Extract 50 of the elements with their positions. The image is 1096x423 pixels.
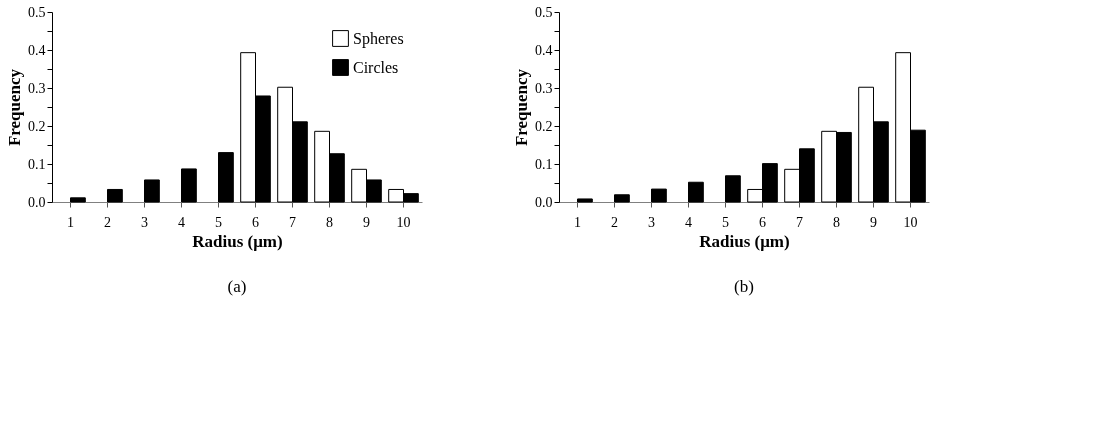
- bar: [218, 152, 234, 203]
- x-tick-label: 9: [363, 214, 370, 230]
- x-tick-label: 10: [396, 214, 411, 230]
- bar: [725, 175, 741, 203]
- y-tick-label: 0.1: [28, 156, 46, 172]
- y-tick-label: 0.0: [535, 194, 553, 210]
- y-tick-label: 0.4: [535, 42, 553, 58]
- y-tick-label: 0.3: [535, 80, 553, 96]
- text: (b): [734, 277, 754, 296]
- x-tick-label: 7: [289, 214, 296, 230]
- x-tick-label: 6: [252, 214, 259, 230]
- y-tick-label: 0.2: [535, 118, 553, 134]
- y-tick-label: 0.0: [28, 194, 46, 210]
- x-tick-label: 2: [104, 214, 111, 230]
- bar: [70, 197, 86, 203]
- x-tick-label: 10: [903, 214, 918, 230]
- y-tick-label: 0.3: [28, 80, 46, 96]
- x-tick-label: 5: [722, 214, 729, 230]
- legend-label: Spheres: [353, 29, 404, 48]
- bar: [181, 168, 197, 203]
- bar: [107, 188, 123, 203]
- y-tick-label: 0.5: [28, 4, 46, 20]
- x-tick-label: 5: [215, 214, 222, 230]
- bar: [614, 194, 630, 203]
- x-tick-label: 1: [67, 214, 74, 230]
- y-tick-label: 0.4: [28, 42, 46, 58]
- x-tick-label: 1: [574, 214, 581, 230]
- bar: [144, 179, 160, 203]
- y-axis-title: Frequency: [5, 68, 24, 147]
- x-tick-label: 4: [178, 214, 185, 230]
- x-tick-label: 3: [648, 214, 655, 230]
- y-tick-label: 0.1: [535, 156, 553, 172]
- y-tick-label: 0.2: [28, 118, 46, 134]
- y-tick-label: 0.5: [535, 4, 553, 20]
- x-tick-label: 8: [833, 214, 840, 230]
- x-tick-label: 8: [326, 214, 333, 230]
- text: (a): [227, 277, 247, 296]
- bar: [577, 198, 593, 203]
- bar: [651, 188, 667, 203]
- x-tick-label: 4: [685, 214, 692, 230]
- x-tick-label: 2: [611, 214, 618, 230]
- x-tick-label: 9: [870, 214, 877, 230]
- y-axis-title: Frequency: [512, 68, 531, 147]
- x-tick-label: 6: [759, 214, 766, 230]
- x-tick-label: 3: [141, 214, 148, 230]
- x-axis-title: Radius (μm): [192, 231, 283, 251]
- x-tick-label: 7: [796, 214, 803, 230]
- x-axis-title: Radius (μm): [699, 231, 790, 251]
- legend-label: Circles: [353, 58, 399, 76]
- bar: [688, 181, 704, 203]
